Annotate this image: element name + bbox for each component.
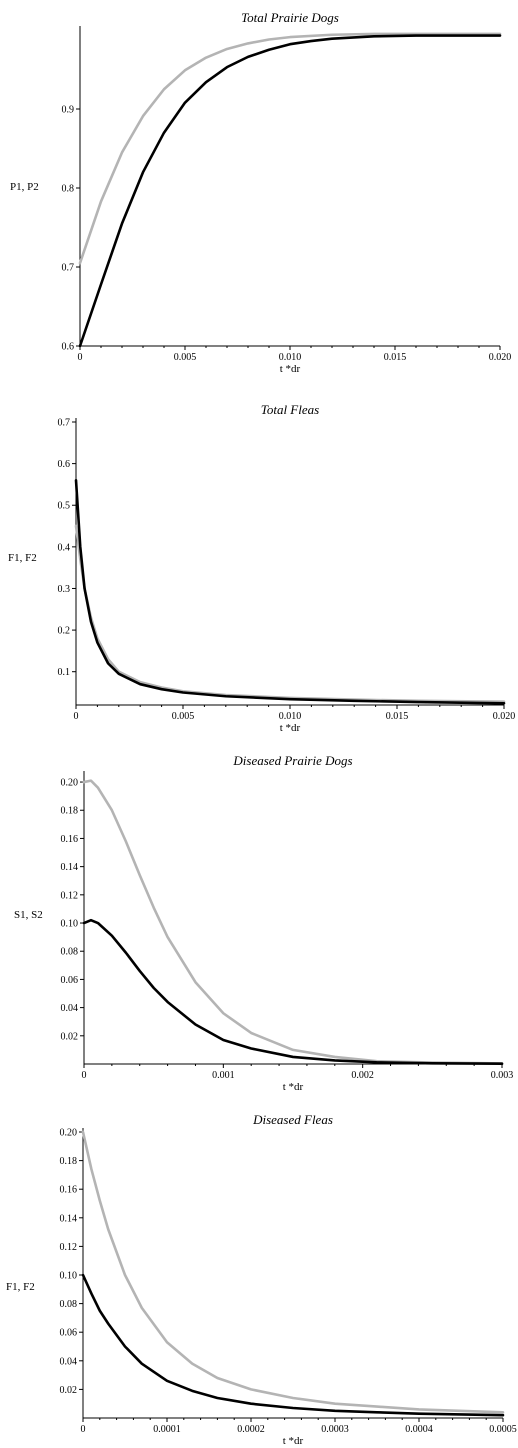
y-tick-label: 0.08 (60, 1299, 78, 1310)
series-line-gray (82, 779, 504, 1065)
x-tick-label: 0.015 (384, 352, 407, 363)
x-axis-label: t *dr (283, 1435, 304, 1447)
y-axis-label: P1, P2 (10, 181, 39, 193)
chart-title: Diseased Prairie Dogs (232, 753, 352, 768)
y-tick-label: 0.4 (58, 542, 71, 553)
series-line-gray (74, 524, 506, 703)
y-tick-label: 0.16 (61, 834, 79, 845)
y-tick-label: 0.14 (60, 1213, 78, 1224)
x-tick-label: 0 (74, 711, 79, 722)
series-line-gray (81, 1130, 505, 1414)
y-tick-label: 0.08 (61, 947, 79, 958)
y-tick-label: 0.12 (61, 890, 79, 901)
y-tick-label: 0.18 (61, 806, 79, 817)
series-line-black (74, 478, 506, 705)
y-tick-label: 0.5 (58, 501, 71, 512)
y-tick-label: 0.7 (62, 263, 75, 274)
x-tick-label: 0.0005 (489, 1424, 517, 1435)
x-tick-label: 0.020 (493, 711, 516, 722)
x-tick-label: 0.010 (279, 711, 302, 722)
x-tick-label: 0.005 (174, 352, 197, 363)
y-tick-label: 0.02 (60, 1385, 78, 1396)
chart-panel: 0 0.005 0.010 0.015 0.020 0.6 0.7 0.8 0.9 Total P… (10, 10, 511, 375)
x-tick-label: 0.015 (386, 711, 409, 722)
series-line-black (82, 918, 504, 1066)
x-tick-label: 0 (78, 352, 83, 363)
y-tick-label: 0.20 (61, 778, 79, 789)
y-tick-label: 0.04 (61, 1003, 79, 1014)
x-tick-label: 0.002 (351, 1070, 374, 1081)
y-tick-label: 0.6 (58, 459, 71, 470)
x-axis-label: t *dr (280, 722, 301, 734)
x-tick-label: 0.020 (489, 352, 512, 363)
y-tick-label: 0.14 (61, 862, 79, 873)
x-tick-label: 0 (81, 1424, 86, 1435)
x-axis-label: t *dr (283, 1081, 304, 1093)
y-tick-label: 0.04 (60, 1356, 78, 1367)
x-tick-label: 0 (82, 1070, 87, 1081)
y-tick-label: 0.12 (60, 1242, 78, 1253)
chart-title: Total Prairie Dogs (241, 10, 339, 25)
series-line-gray (78, 32, 502, 265)
x-tick-label: 0.0004 (405, 1424, 433, 1435)
chart-title: Diseased Fleas (252, 1112, 333, 1127)
y-axis-label: F1, F2 (6, 1281, 35, 1293)
y-tick-label: 0.10 (60, 1271, 78, 1282)
x-tick-label: 0.0002 (237, 1424, 265, 1435)
y-tick-label: 0.9 (62, 105, 75, 116)
series-line-black (78, 34, 502, 348)
x-tick-label: 0.0001 (153, 1424, 181, 1435)
y-tick-label: 0.7 (58, 418, 71, 429)
x-tick-label: 0.010 (279, 352, 302, 363)
chart-panel: 0 0.005 0.010 0.015 0.020 0.1 0.2 0.3 0.4 0.5 0.6 0… (8, 402, 515, 734)
y-tick-label: 0.16 (60, 1185, 78, 1196)
y-tick-label: 0.02 (61, 1031, 79, 1042)
y-tick-label: 0.06 (60, 1328, 78, 1339)
series-line-black (81, 1273, 505, 1417)
y-tick-label: 0.18 (60, 1156, 78, 1167)
x-tick-label: 0.005 (172, 711, 195, 722)
y-tick-label: 0.1 (58, 667, 71, 678)
chart-panel: 0 0.0001 0.0002 0.0003 0.0004 0.0005 0.02 0.04 0… (6, 1112, 517, 1447)
x-tick-label: 0.001 (212, 1070, 235, 1081)
y-tick-label: 0.6 (62, 342, 75, 353)
y-tick-label: 0.20 (60, 1128, 78, 1139)
y-tick-label: 0.3 (58, 584, 71, 595)
y-tick-label: 0.06 (61, 975, 79, 986)
y-axis-label: S1, S2 (14, 909, 43, 921)
x-tick-label: 0.0003 (321, 1424, 349, 1435)
y-axis-label: F1, F2 (8, 552, 37, 564)
chart-title: Total Fleas (261, 402, 319, 417)
x-axis-label: t *dr (280, 363, 301, 375)
y-tick-label: 0.8 (62, 184, 75, 195)
chart-panel: 0 0.001 0.002 0.003 0.02 0.04 0.06 0.08 0.10 0.12… (14, 753, 513, 1093)
y-tick-label: 0.2 (58, 626, 71, 637)
x-tick-label: 0.003 (491, 1070, 514, 1081)
y-tick-label: 0.10 (61, 919, 79, 930)
